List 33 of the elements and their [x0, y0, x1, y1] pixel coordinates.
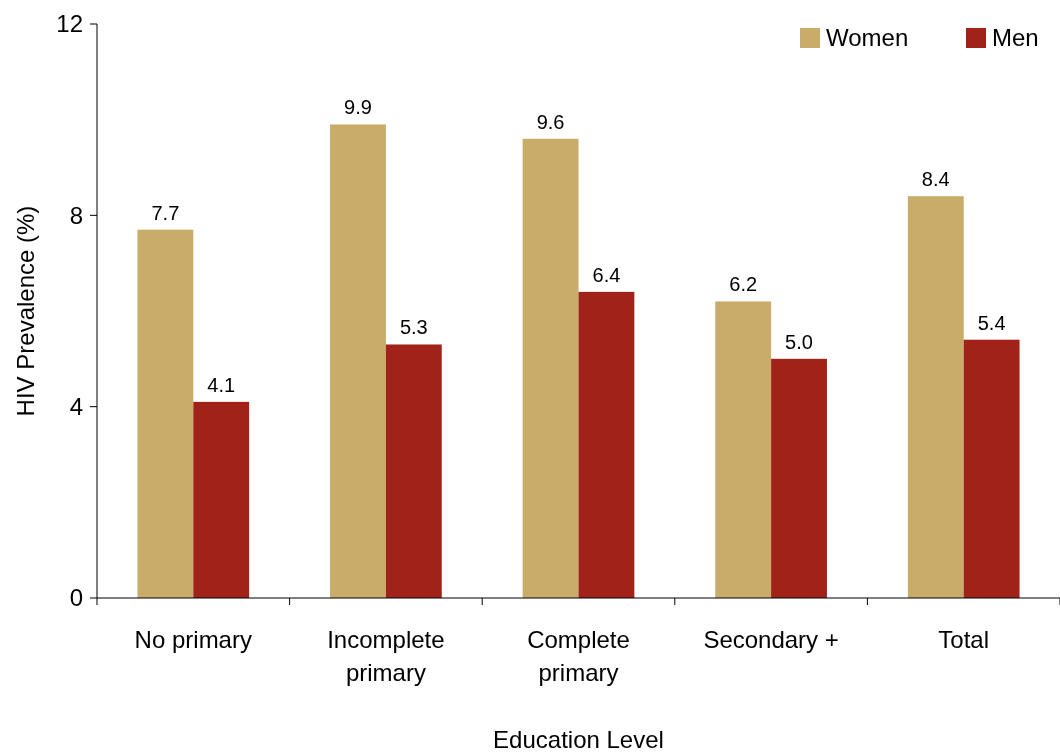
data-label: 4.1	[207, 373, 236, 396]
x-tick-label: Total	[938, 626, 990, 653]
bar	[963, 339, 1020, 598]
y-axis-title: HIV Prevalence (%)	[12, 205, 39, 417]
y-tick-label: 12	[56, 10, 83, 38]
bar	[715, 301, 772, 598]
bar	[578, 291, 635, 598]
x-tick-label: Secondary +	[703, 626, 839, 653]
bar	[137, 229, 194, 598]
bar	[771, 358, 827, 598]
data-label: 5.3	[399, 316, 428, 339]
x-axis-title: Education Level	[493, 726, 664, 753]
x-tick-label: Incomplete primary	[327, 626, 445, 686]
data-label: 9.6	[536, 110, 565, 133]
y-tick-label: 0	[69, 584, 83, 612]
data-label: 6.2	[729, 273, 758, 296]
data-label: 6.4	[592, 263, 621, 286]
x-tick-label: No primary	[134, 626, 252, 653]
x-tick-label: Complete primary	[527, 626, 630, 686]
data-label: 5.0	[785, 330, 813, 353]
bar	[193, 401, 250, 598]
data-label: 9.9	[344, 96, 372, 119]
y-tick-label: 8	[69, 201, 83, 229]
data-label: 8.4	[921, 168, 950, 191]
data-label: 7.7	[151, 201, 180, 224]
legend-label: Men	[992, 24, 1039, 52]
legend-label: Women	[826, 24, 909, 52]
y-tick-label: 4	[69, 393, 83, 421]
bar	[330, 124, 386, 598]
bar	[385, 344, 442, 598]
data-label: 5.4	[977, 311, 1006, 334]
bar	[522, 138, 579, 598]
bar	[907, 196, 964, 598]
